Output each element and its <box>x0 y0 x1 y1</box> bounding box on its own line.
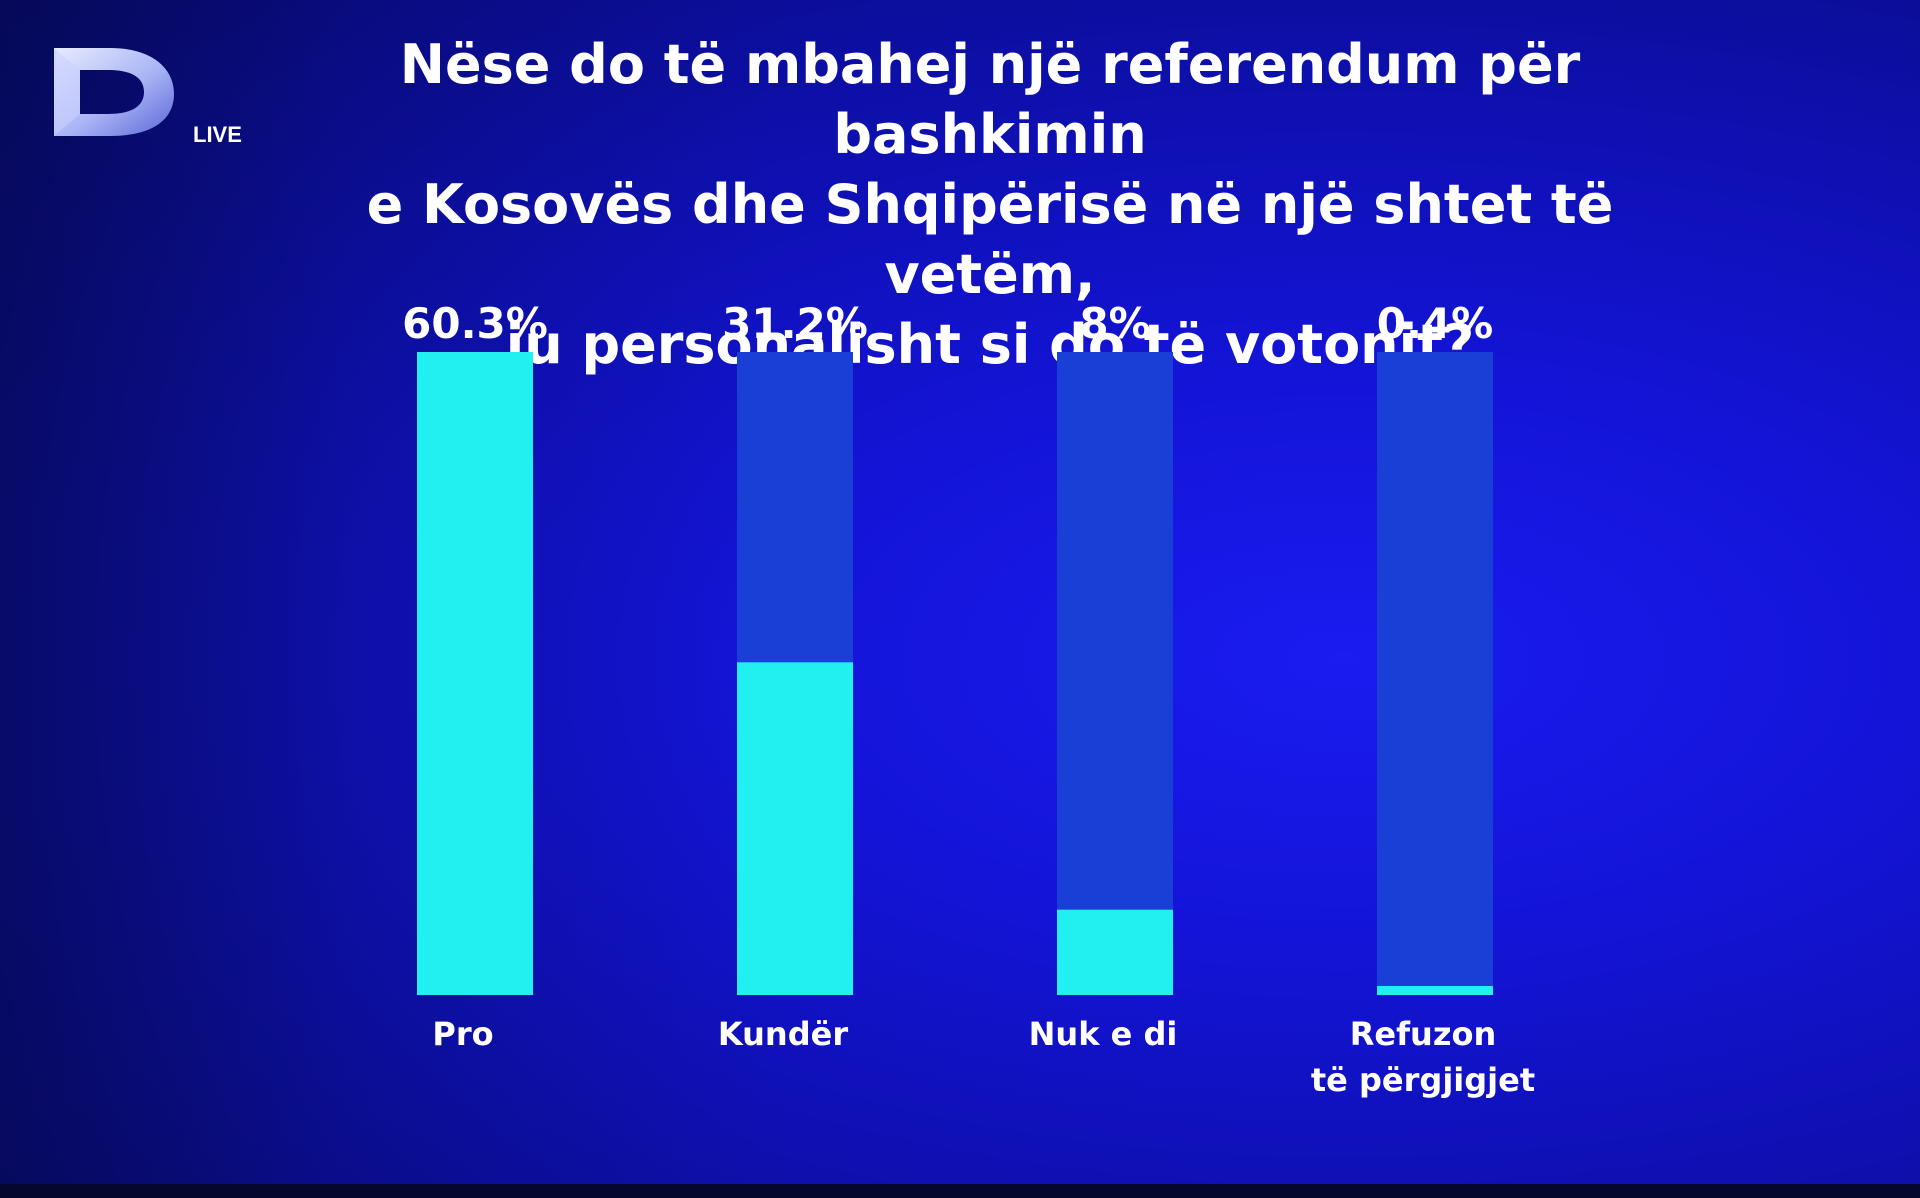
bar <box>1057 909 1173 995</box>
data-label: 0.4% <box>1377 299 1493 348</box>
bar <box>417 352 533 995</box>
chart-title-line-1: Nëse do të mbahej një referendum për bas… <box>399 33 1581 166</box>
chart-title-line-2: e Kosovës dhe Shqipërisë në një shtet të… <box>366 173 1614 306</box>
d-logo-icon <box>54 48 174 136</box>
category-label: Refuzon <box>1350 1015 1496 1053</box>
bar <box>737 662 853 995</box>
data-label: 60.3% <box>402 299 548 348</box>
logo-live-text: LIVE <box>193 122 242 147</box>
screen-bottom-edge <box>0 1184 1920 1198</box>
category-label: Pro <box>432 1015 493 1053</box>
data-label: 31.2% <box>722 299 868 348</box>
chart-title: Nëse do të mbahej një referendum për bas… <box>300 30 1680 380</box>
chart-title-line-3: ju personalisht si do të votonit? <box>505 313 1475 376</box>
category-label: të përgjigjet <box>1311 1061 1535 1099</box>
channel-logo: LIVE <box>48 44 242 147</box>
category-label: Kundër <box>718 1015 848 1053</box>
data-label: 8% <box>1079 299 1150 348</box>
bar-track <box>1057 352 1173 995</box>
category-label: Nuk e di <box>1029 1015 1178 1053</box>
bar <box>1377 986 1493 995</box>
bar-track <box>1377 352 1493 995</box>
